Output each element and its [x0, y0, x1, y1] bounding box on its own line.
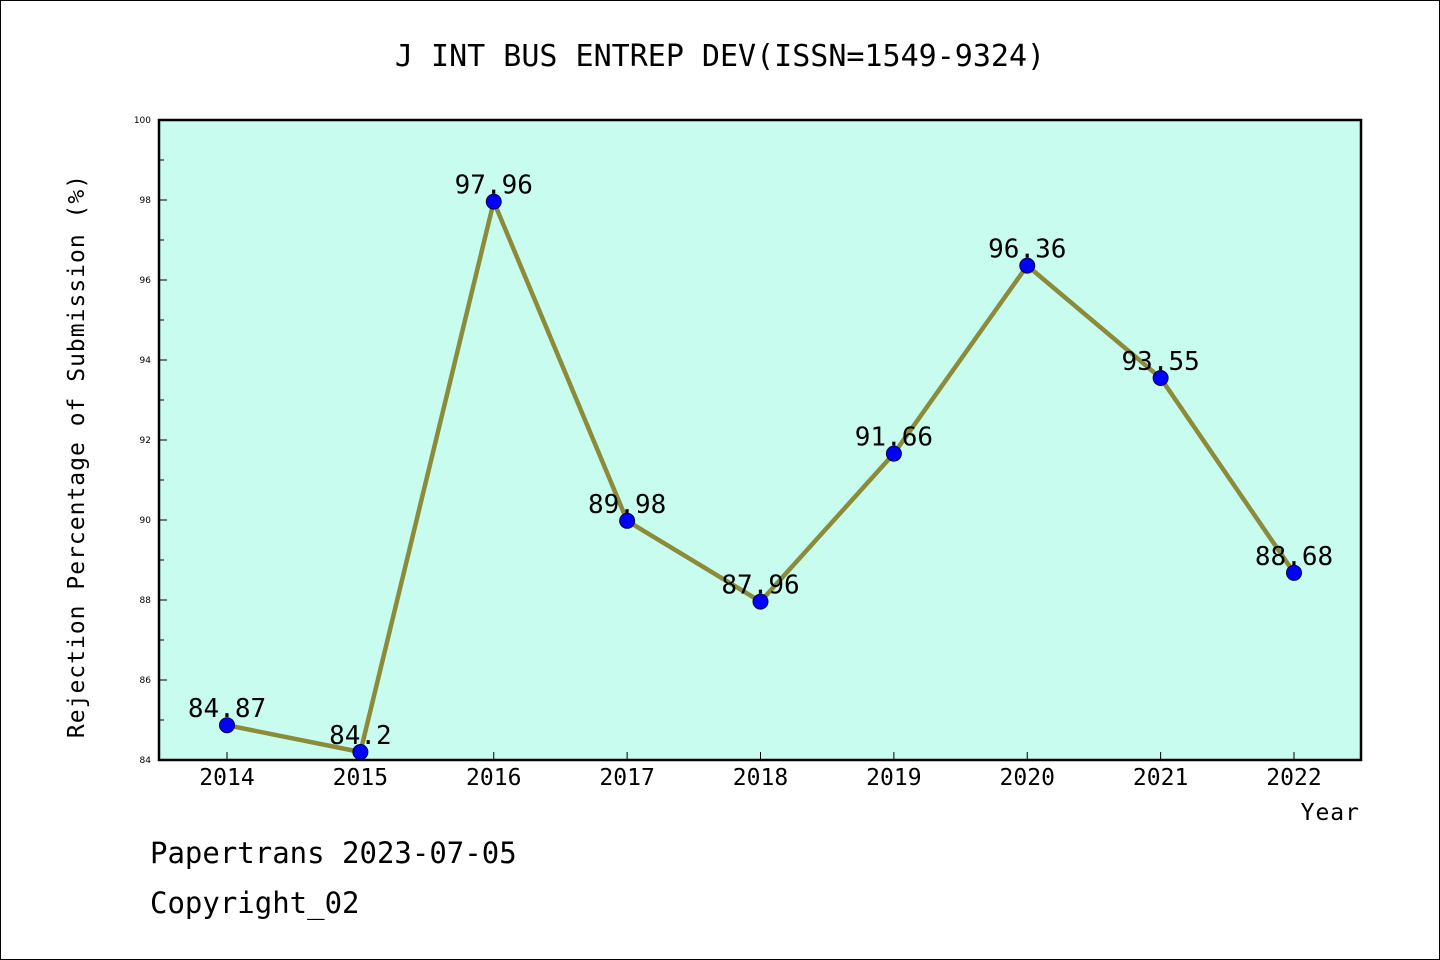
data-point [1152, 370, 1169, 386]
data-label: 97.96 [455, 171, 533, 201]
data-label: 87.96 [721, 571, 799, 601]
y-tick-label: 86 [140, 676, 152, 686]
data-label: 84.87 [188, 694, 266, 724]
x-axis: 2014 2015 2016 2017 2018 2019 2020 2021 2022 [199, 752, 1322, 791]
footer-date: Papertrans 2023-07-05 [150, 836, 517, 870]
plot-border [157, 118, 1363, 762]
y-tick-label: 100 [134, 116, 151, 126]
x-tick-label: 2014 [199, 765, 254, 791]
y-tick-label: 98 [140, 196, 152, 206]
y-axis-label: Rejection Percentage of Submission (%) [64, 174, 90, 738]
x-tick-label: 2022 [1266, 765, 1321, 791]
y-tick-label: 84 [140, 756, 152, 766]
x-tick-label: 2016 [466, 765, 521, 791]
data-point [619, 512, 636, 529]
plot-area [159, 120, 1361, 760]
data-labels: 84.87 84.2 97.96 89.98 87.96 91.66 96.36 93.55 8… [188, 171, 1333, 751]
x-tick-label: 2019 [866, 765, 921, 791]
y-tick-label: 90 [140, 516, 152, 526]
x-axis-label: Year [1301, 800, 1360, 826]
data-label: 96.36 [988, 235, 1066, 265]
data-label: 84.2 [329, 721, 392, 751]
data-point [1286, 564, 1302, 581]
data-point [219, 717, 235, 734]
y-tick-label: 96 [140, 276, 152, 286]
series-line-group [219, 193, 1302, 760]
data-point [752, 593, 769, 610]
x-tick-label: 2020 [1000, 765, 1055, 791]
data-label: 93.55 [1121, 347, 1199, 377]
x-tick-label: 2015 [333, 765, 388, 791]
data-label: 91.66 [855, 423, 933, 453]
data-point [1019, 257, 1036, 274]
y-tick-label: 94 [140, 356, 152, 366]
footer-copyright: Copyright_02 [150, 886, 360, 920]
y-tick-label: 88 [140, 596, 152, 606]
chart-title: J INT BUS ENTREP DEV(ISSN=1549-9324) [395, 39, 1045, 74]
data-label: 88.68 [1255, 542, 1333, 572]
data-label: 89.98 [588, 490, 666, 520]
x-tick-label: 2021 [1133, 765, 1188, 791]
data-point [485, 193, 502, 210]
y-tick-label: 92 [140, 436, 151, 446]
x-tick-label: 2018 [733, 765, 788, 791]
data-point [885, 445, 902, 462]
x-tick-label: 2017 [599, 765, 654, 791]
